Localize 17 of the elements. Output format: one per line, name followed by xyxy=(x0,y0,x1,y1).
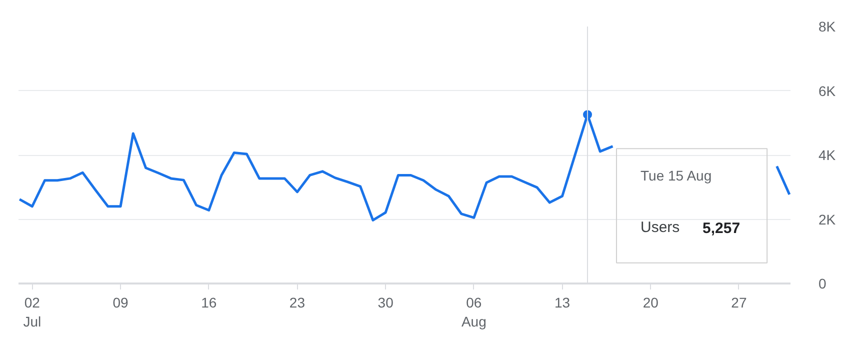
annotation: Tue 15 Aug xyxy=(640,168,712,184)
x-tick-label: 09 xyxy=(112,294,129,310)
y-tick-label: 6K xyxy=(818,82,836,99)
annotation: Users xyxy=(640,219,680,236)
y-tick-label: 0 xyxy=(818,276,826,292)
y-tick-label: 2K xyxy=(818,211,836,228)
y-tick-label: 4K xyxy=(818,147,836,163)
x-tick-label: 06 Aug xyxy=(461,294,486,330)
x-tick-label: 16 xyxy=(201,294,217,310)
x-tick-label: 30 xyxy=(378,294,394,310)
x-tick-label: 27 xyxy=(731,294,747,310)
x-tick-label: 02 Jul xyxy=(23,294,42,330)
x-tick-label: 23 xyxy=(289,294,306,310)
x-tick-label: 20 xyxy=(642,294,659,310)
y-tick-label: 8K xyxy=(818,18,836,34)
annotation: 5,257 xyxy=(702,220,740,238)
x-tick-label: 13 xyxy=(554,294,570,310)
